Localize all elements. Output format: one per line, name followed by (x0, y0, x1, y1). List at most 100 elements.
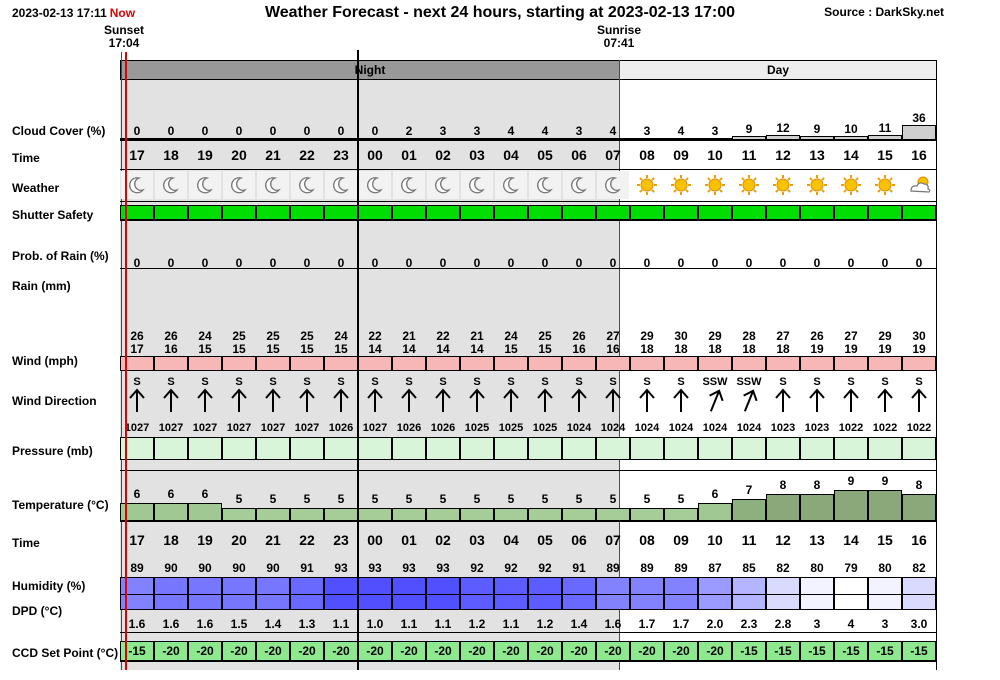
wind-speed-value: 19 (810, 342, 824, 356)
wind-arrow-icon (766, 388, 800, 414)
cloud-cover-value: 0 (167, 124, 175, 138)
sun-icon (835, 171, 867, 199)
wind-speed-value: 18 (742, 342, 756, 356)
temperature-value: 8 (813, 478, 821, 492)
wind-arrow-icon (868, 388, 902, 414)
humidity-bar (256, 577, 290, 595)
wind-arrow-icon (800, 388, 834, 414)
row-separator (120, 470, 936, 471)
temperature-value: 5 (677, 492, 685, 506)
temperature-bar (596, 508, 630, 521)
time-value-2: 12 (775, 532, 791, 548)
humidity-bar (902, 577, 936, 595)
time-value-2: 08 (639, 532, 655, 548)
humidity-bar (290, 577, 324, 595)
humidity-value: 80 (878, 561, 892, 575)
humidity-value: 87 (708, 561, 722, 575)
cloud-cover-value: 3 (711, 124, 719, 138)
cloud-cover-bar (902, 125, 936, 140)
dpd-bar (834, 594, 868, 610)
wind-arrow-icon (562, 388, 596, 414)
row-separator (120, 169, 936, 170)
cloud-cover-bar (256, 138, 290, 140)
wind-speed-value: 15 (266, 342, 280, 356)
dpd-bar (562, 594, 596, 610)
humidity-bar (324, 577, 358, 595)
dpd-bar (494, 594, 528, 610)
shutter-safety-cell (596, 205, 630, 220)
row-separator (120, 521, 936, 522)
time-value: 14 (843, 147, 859, 163)
row-separator (120, 661, 936, 662)
cloud-cover-value: 9 (745, 122, 753, 136)
wind-bar (834, 356, 868, 371)
time-value-2: 19 (197, 532, 213, 548)
ccd-value: -15 (842, 644, 860, 658)
wind-speed-value: 18 (674, 342, 688, 356)
row-separator (120, 140, 936, 141)
wind-arrow-icon (732, 388, 766, 414)
wind-bar (800, 356, 834, 371)
cloud-cover-value: 4 (677, 124, 685, 138)
time-value: 06 (571, 147, 587, 163)
time-value: 03 (469, 147, 485, 163)
dpd-value: 1.6 (196, 617, 214, 631)
dpd-value: 3 (881, 617, 889, 631)
time-value-2: 02 (435, 532, 451, 548)
shutter-safety-cell (800, 205, 834, 220)
dpd-bar (800, 594, 834, 610)
temperature-bar (800, 494, 834, 521)
pressure-value: 1022 (838, 422, 864, 434)
time-value: 12 (775, 147, 791, 163)
ccd-value: -20 (434, 644, 452, 658)
dpd-bar (256, 594, 290, 610)
pressure-value: 1024 (668, 422, 694, 434)
grid-right-border (936, 60, 937, 670)
wind-direction-value: S (133, 376, 141, 388)
moon-icon (155, 171, 187, 199)
label-time: Time (12, 151, 40, 165)
wind-arrow-icon (834, 388, 868, 414)
wind-arrow-icon (324, 388, 358, 414)
pressure-bar (154, 437, 188, 460)
dpd-value: 2.3 (740, 617, 758, 631)
dpd-bar (732, 594, 766, 610)
temperature-value: 5 (507, 492, 515, 506)
time-value-2: 10 (707, 532, 723, 548)
temperature-bar (460, 508, 494, 521)
humidity-bar (392, 577, 426, 595)
pressure-value: 1027 (260, 422, 286, 434)
ccd-cell (392, 641, 426, 661)
sun-icon (733, 171, 765, 199)
wind-direction-value: S (473, 376, 481, 388)
dpd-value: 1.1 (400, 617, 418, 631)
pressure-value: 1026 (396, 422, 422, 434)
cloud-cover-bar (426, 138, 460, 140)
wind-speed-value: 15 (334, 342, 348, 356)
cloud-cover-value: 0 (337, 124, 345, 138)
wind-gust-value: 22 (368, 329, 382, 343)
pressure-value: 1022 (906, 422, 932, 434)
pressure-bar (528, 437, 562, 460)
cloud-cover-bar (392, 138, 426, 140)
dpd-value: 3 (813, 617, 821, 631)
cloud-cover-value: 3 (439, 124, 447, 138)
humidity-bar (664, 577, 698, 595)
ccd-cell (222, 641, 256, 661)
timestamp-text: 2023-02-13 17:11 (12, 6, 107, 20)
now-label: Now (109, 6, 136, 20)
ccd-value: -20 (400, 644, 418, 658)
wind-bar (562, 356, 596, 371)
humidity-value: 92 (470, 561, 484, 575)
humidity-value: 90 (232, 561, 246, 575)
wind-bar (902, 356, 936, 371)
pressure-value: 1027 (158, 422, 184, 434)
cloud-cover-value: 4 (609, 124, 617, 138)
ccd-cell (868, 641, 902, 661)
ccd-cell (664, 641, 698, 661)
wind-bar (766, 356, 800, 371)
cloud-cover-value: 0 (303, 124, 311, 138)
cloud-cover-bar (290, 138, 324, 140)
label-wind: Wind (mph) (12, 354, 78, 368)
